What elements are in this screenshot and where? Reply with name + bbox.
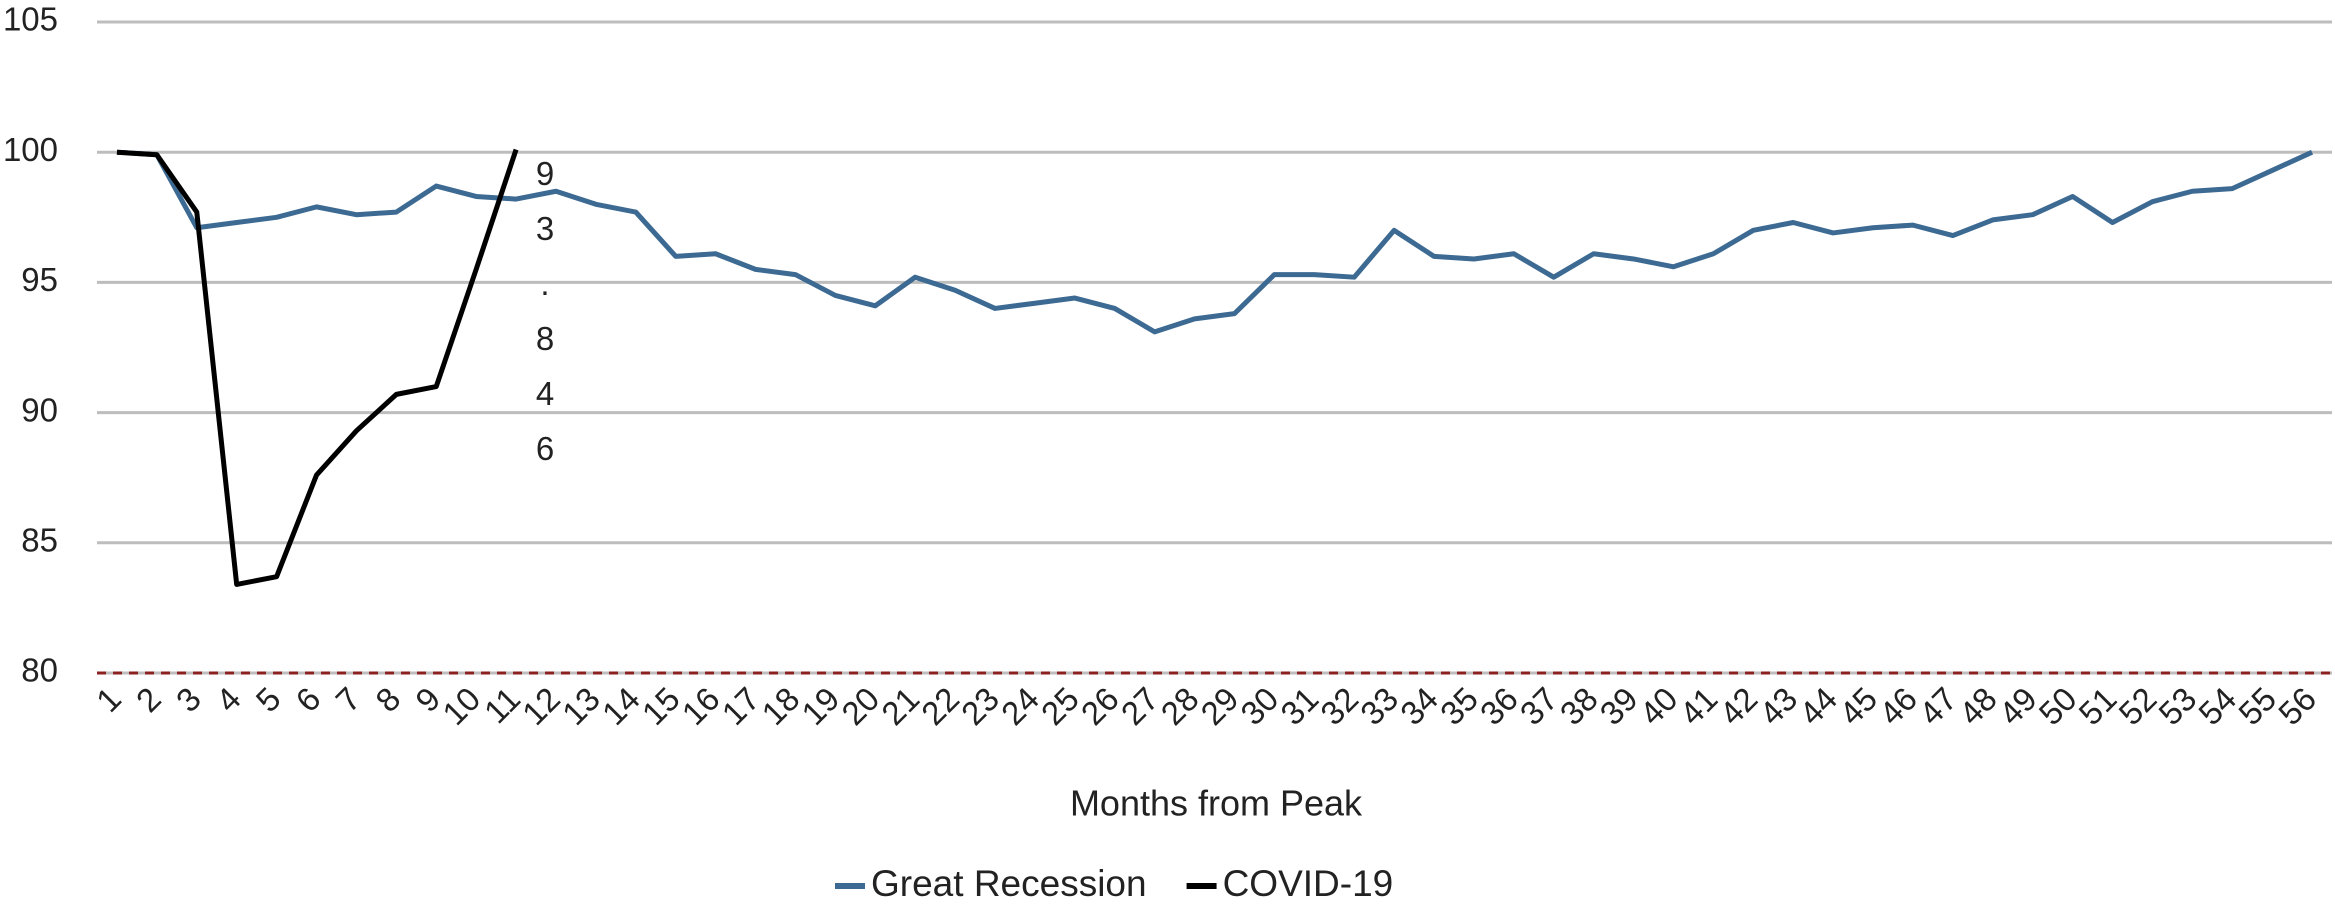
x-tick-label: 56 bbox=[2271, 680, 2323, 732]
y-tick-label: 95 bbox=[21, 261, 58, 298]
x-tick-label: 5 bbox=[249, 680, 288, 719]
x-tick-label: 3 bbox=[169, 680, 208, 719]
x-tick-label: 7 bbox=[328, 680, 367, 719]
legend-label: COVID-19 bbox=[1223, 863, 1394, 904]
x-tick-label: 2 bbox=[129, 680, 168, 719]
x-tick-label: 6 bbox=[288, 680, 327, 719]
y-tick-label: 90 bbox=[21, 391, 58, 428]
x-tick-label: 8 bbox=[368, 680, 407, 719]
x-tick-label: 4 bbox=[209, 680, 248, 719]
x-axis-title: Months from Peak bbox=[1070, 783, 1363, 824]
y-tick-label: 80 bbox=[21, 652, 58, 689]
y-tick-label: 100 bbox=[3, 131, 58, 168]
y-tick-label: 105 bbox=[3, 1, 58, 38]
series-line bbox=[116, 149, 2314, 335]
y-tick-label: 85 bbox=[21, 522, 58, 559]
legend-label: Great Recession bbox=[871, 863, 1147, 904]
series-line bbox=[116, 148, 519, 587]
x-tick-label: 1 bbox=[89, 680, 128, 719]
